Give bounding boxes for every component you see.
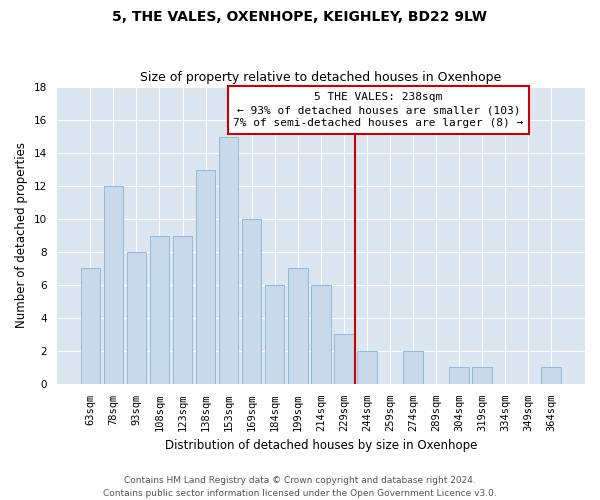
Text: 5 THE VALES: 238sqm
← 93% of detached houses are smaller (103)
7% of semi-detach: 5 THE VALES: 238sqm ← 93% of detached ho… [233, 92, 523, 128]
Text: Contains HM Land Registry data © Crown copyright and database right 2024.
Contai: Contains HM Land Registry data © Crown c… [103, 476, 497, 498]
Bar [311, 285, 331, 384]
Bar [265, 285, 284, 384]
Bar [173, 236, 193, 384]
X-axis label: Distribution of detached houses by size in Oxenhope: Distribution of detached houses by size … [164, 440, 477, 452]
Bar [104, 186, 123, 384]
Bar [149, 236, 169, 384]
Bar [219, 136, 238, 384]
Bar [403, 351, 423, 384]
Bar [357, 351, 377, 384]
Bar [334, 334, 353, 384]
Bar [196, 170, 215, 384]
Bar [127, 252, 146, 384]
Bar [288, 268, 308, 384]
Text: 5, THE VALES, OXENHOPE, KEIGHLEY, BD22 9LW: 5, THE VALES, OXENHOPE, KEIGHLEY, BD22 9… [113, 10, 487, 24]
Bar [541, 368, 561, 384]
Bar [472, 368, 492, 384]
Bar [242, 219, 262, 384]
Bar [80, 268, 100, 384]
Title: Size of property relative to detached houses in Oxenhope: Size of property relative to detached ho… [140, 72, 502, 85]
Y-axis label: Number of detached properties: Number of detached properties [15, 142, 28, 328]
Bar [449, 368, 469, 384]
